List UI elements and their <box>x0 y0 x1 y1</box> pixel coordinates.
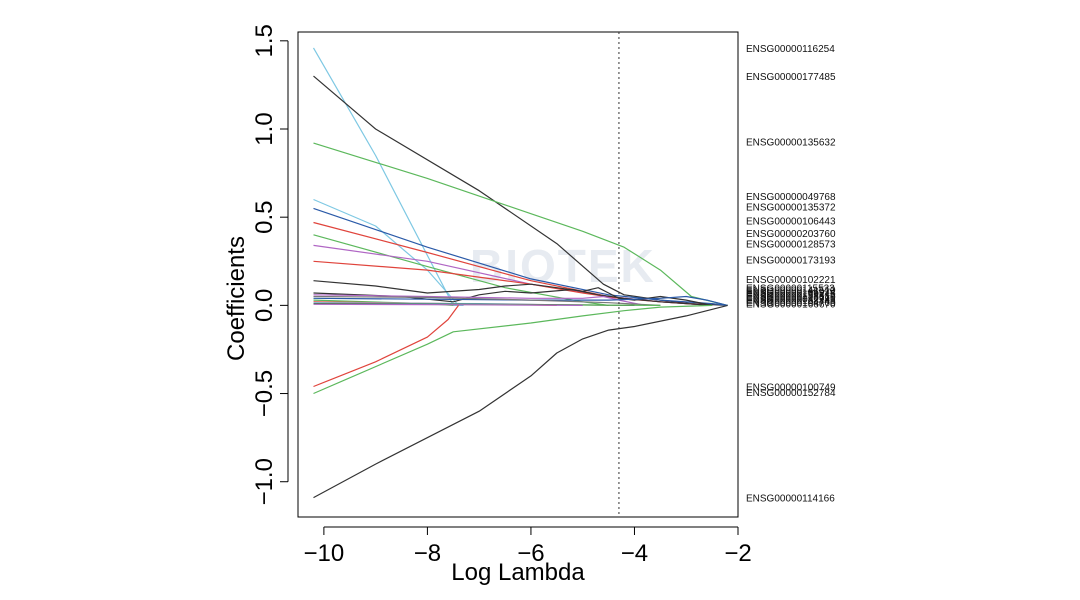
series-line-ENSG00000135632 <box>313 142 728 306</box>
gene-label-ENSG00000123610: ENSG00000123610 <box>746 293 836 304</box>
watermark-text: BIOTEK <box>470 240 656 292</box>
gene-label-ENSG00000177485: ENSG00000177485 <box>746 72 836 83</box>
gene-label-ENSG00000106443: ENSG00000106443 <box>746 217 836 228</box>
gene-label-ENSG00000141510: ENSG00000141510 <box>746 285 836 296</box>
gene-label-ENSG00000158516: ENSG00000158516 <box>746 291 836 302</box>
gene-label-ENSG00000128573: ENSG00000128573 <box>746 240 836 251</box>
gene-label-ENSG00000173193: ENSG00000173193 <box>746 256 836 267</box>
gene-label-ENSG00000105974: ENSG00000105974 <box>746 287 836 298</box>
gene-label-ENSG00000102221: ENSG00000102221 <box>746 275 836 286</box>
gene-label-ENSG00000135372: ENSG00000135372 <box>746 203 836 214</box>
series-line-ENSG00000105974 <box>313 295 728 306</box>
series-line-ENSG00000169245 <box>313 295 661 306</box>
x-tick-label: −4 <box>621 540 648 567</box>
gene-label-ENSG00000166670: ENSG00000166670 <box>746 300 836 311</box>
y-tick-label: 1.5 <box>251 24 278 57</box>
gene-label-ENSG00000138449: ENSG00000138449 <box>746 296 836 307</box>
x-tick-label: −8 <box>414 540 441 567</box>
gene-label-ENSG00000116254: ENSG00000116254 <box>746 44 835 55</box>
series-lines <box>312 47 728 499</box>
x-axis: −10 −8 −6 −4 −2 <box>304 526 752 567</box>
gene-label-ENSG00000100749: ENSG00000100749 <box>746 382 836 393</box>
x-tick-label: −10 <box>304 540 345 567</box>
series-line-ENSG00000100749 <box>313 305 459 388</box>
y-tick-label: 0.0 <box>251 289 278 322</box>
gene-labels: ENSG00000116254 ENSG00000177485 ENSG000001… <box>746 44 836 505</box>
gene-label-ENSG00000049768: ENSG00000049768 <box>746 192 836 203</box>
series-line-ENSG00000049768 <box>313 198 459 306</box>
series-line-ENSG00000177485 <box>313 75 728 306</box>
gene-label-ENSG00000152784: ENSG00000152784 <box>746 388 836 399</box>
y-axis: −1.0 −0.5 0.0 0.5 1.0 1.5 <box>251 24 289 505</box>
y-tick-label: −0.5 <box>251 370 278 417</box>
plot-frame <box>297 31 739 518</box>
series-line-ENSG00000135372 <box>313 207 728 306</box>
y-axis-title: Coefficients <box>223 236 250 361</box>
x-axis-title: Log Lambda <box>451 559 585 586</box>
gene-label-ENSG00000169245: ENSG00000169245 <box>746 289 836 300</box>
series-line-ENSG00000114166 <box>313 304 728 499</box>
gene-label-ENSG00000203760: ENSG00000203760 <box>746 229 836 240</box>
x-tick-label: −6 <box>517 540 544 567</box>
gene-label-ENSG00000115523: ENSG00000115523 <box>746 284 835 295</box>
gene-label-ENSG00000082781: ENSG00000082781 <box>746 294 836 305</box>
gene-label-ENSG00000135632: ENSG00000135632 <box>746 137 836 148</box>
gene-label-ENSG00000114166: ENSG00000114166 <box>746 494 835 505</box>
y-tick-label: 0.5 <box>251 200 278 233</box>
x-tick-label: −2 <box>724 540 751 567</box>
series-line-ENSG00000166670 <box>313 303 583 306</box>
y-tick-label: −1.0 <box>251 458 278 505</box>
y-tick-label: 1.0 <box>251 112 278 145</box>
watermark: BIOTEK <box>470 240 656 292</box>
gene-label-ENSG00000104760: ENSG00000104760 <box>746 298 836 309</box>
series-line-ENSG00000152784 <box>313 304 713 395</box>
